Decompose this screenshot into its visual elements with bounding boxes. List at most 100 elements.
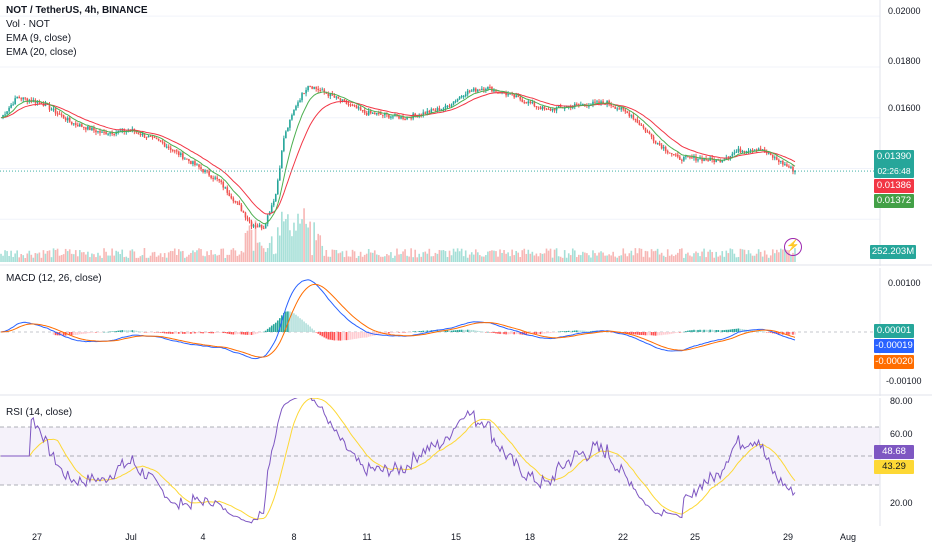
volume-bar — [270, 236, 273, 262]
candle-body — [85, 127, 87, 130]
volume-bar — [670, 254, 673, 262]
volume-bar — [513, 255, 515, 262]
macd-histogram-bar — [650, 332, 653, 336]
volume-bar — [341, 251, 344, 262]
volume-bar — [628, 253, 631, 262]
volume-bar — [30, 254, 33, 262]
candle-body — [22, 97, 25, 100]
volume-bar — [147, 257, 150, 262]
candle-body — [208, 171, 210, 176]
candle-body — [705, 158, 707, 160]
lightning-icon[interactable]: ⚡ — [784, 238, 802, 256]
candle-body — [66, 117, 69, 121]
rsi-pane[interactable] — [0, 398, 932, 526]
macd-pane[interactable] — [0, 268, 932, 396]
macd-histogram-bar — [133, 330, 136, 332]
volume-legend[interactable]: Vol · NOT — [6, 19, 50, 30]
macd-histogram-bar — [442, 330, 445, 332]
macd-histogram-bar — [699, 329, 701, 332]
volume-bar — [729, 248, 732, 262]
symbol-title[interactable]: NOT / TetherUS, 4h, BINANCE — [6, 5, 148, 16]
macd-histogram-bar — [353, 332, 356, 339]
volume-bar — [291, 236, 293, 262]
macd-histogram-bar — [143, 332, 146, 333]
candle-body — [254, 225, 257, 227]
macd-chart[interactable] — [0, 268, 932, 396]
macd-histogram-bar — [151, 332, 154, 333]
candle-body — [731, 153, 734, 156]
macd-histogram-bar — [186, 332, 188, 334]
candle-body — [640, 124, 643, 126]
volume-bar — [198, 248, 200, 262]
candle-body — [699, 158, 701, 160]
volume-bar — [244, 233, 247, 262]
volume-bar — [91, 253, 93, 262]
candle-body — [157, 138, 160, 141]
ema9-line — [0, 88, 796, 225]
macd-line — [0, 279, 796, 360]
candle-body — [553, 108, 556, 111]
volume-bar — [36, 253, 39, 262]
macd-histogram-bar — [220, 332, 223, 333]
candle-body — [153, 136, 156, 138]
volume-bar — [767, 257, 770, 262]
candle-body — [402, 116, 404, 119]
candle-body — [784, 164, 786, 166]
candle-body — [281, 150, 283, 169]
candle-body — [351, 104, 354, 106]
macd-histogram-bar — [660, 332, 663, 336]
rsi-ma-tag: 43.29 — [874, 460, 914, 474]
macd-histogram-bar — [54, 332, 57, 336]
macd-histogram-bar — [212, 332, 214, 334]
price-chart[interactable] — [0, 0, 932, 266]
volume-bar — [89, 257, 91, 262]
macd-histogram-bar — [495, 332, 497, 334]
volume-bar — [117, 251, 119, 262]
candle-body — [119, 130, 122, 132]
ema9-legend[interactable]: EMA (9, close) — [6, 33, 72, 44]
volume-bar — [204, 256, 206, 262]
volume-bar — [402, 251, 404, 262]
volume-bar — [622, 248, 625, 262]
candle-body — [198, 164, 200, 168]
macd-histogram-bar — [313, 330, 315, 332]
volume-bar — [103, 248, 105, 262]
volume-bar — [479, 255, 481, 262]
macd-histogram-bar — [394, 332, 396, 333]
macd-histogram-bar — [505, 332, 507, 335]
candle-body — [642, 125, 645, 128]
candle-body — [50, 109, 53, 111]
candle-body — [353, 105, 356, 107]
candle-body — [236, 201, 239, 203]
candle-body — [759, 148, 762, 151]
ema20-legend[interactable]: EMA (20, close) — [6, 47, 77, 58]
candle-body — [56, 113, 59, 115]
macd-histogram-bar — [349, 332, 352, 340]
macd-histogram-bar — [567, 330, 570, 332]
macd-histogram-bar — [272, 324, 275, 332]
candle-body — [464, 94, 467, 97]
macd-histogram-bar — [268, 327, 271, 332]
macd-histogram-bar — [679, 332, 681, 333]
candle-body — [384, 113, 386, 116]
macd-legend[interactable]: MACD (12, 26, close) — [6, 273, 102, 284]
volume-bar — [293, 222, 295, 262]
candle-body — [60, 114, 63, 116]
candle-body — [757, 148, 760, 151]
candle-body — [628, 112, 631, 117]
macd-histogram-bar — [337, 332, 340, 341]
volume-bar — [394, 255, 396, 262]
macd-histogram-bar — [198, 332, 200, 334]
candle-body — [462, 96, 465, 98]
candle-body — [780, 160, 782, 163]
candle-body — [513, 94, 515, 98]
volume-bar — [664, 256, 667, 262]
candle-body — [369, 110, 372, 114]
price-pane[interactable] — [0, 0, 932, 266]
macd-histogram-bar — [222, 332, 225, 334]
candle-body — [113, 133, 115, 135]
candle-body — [472, 88, 475, 91]
rsi-chart[interactable] — [0, 398, 932, 526]
rsi-legend[interactable]: RSI (14, close) — [6, 407, 73, 418]
volume-bar — [448, 250, 451, 262]
